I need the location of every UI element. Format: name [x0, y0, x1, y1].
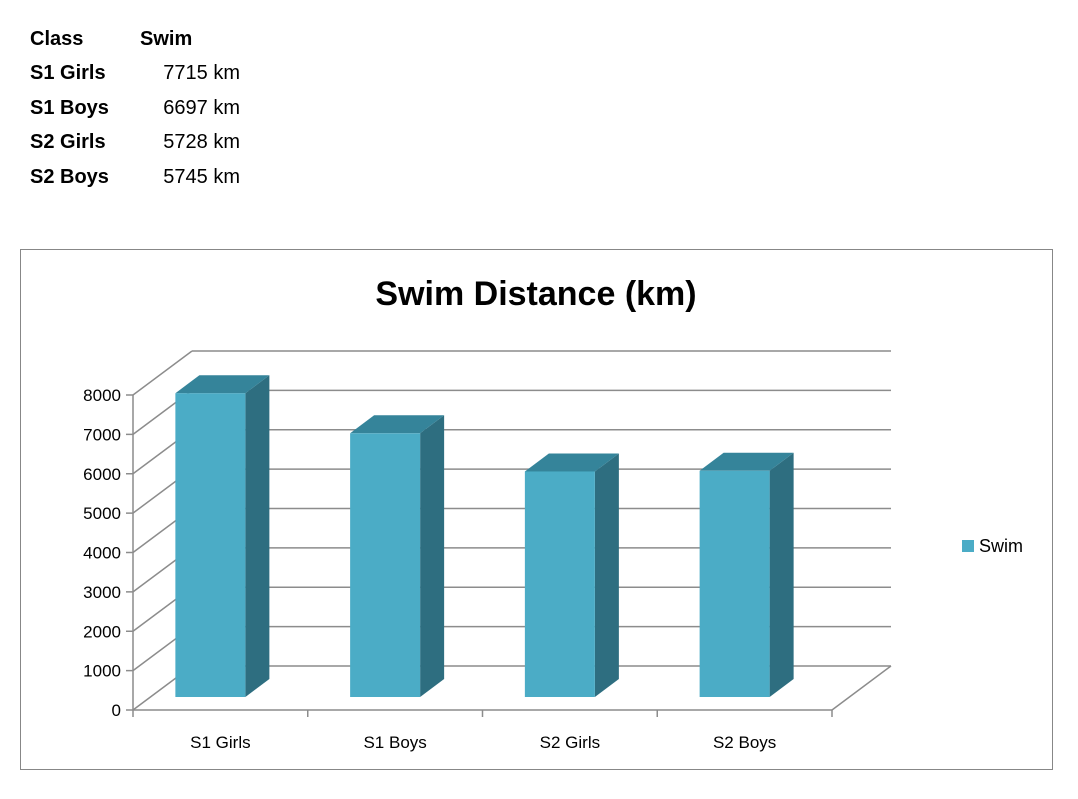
- bar: [699, 452, 794, 697]
- y-tick-label: 2000: [83, 622, 121, 641]
- bars: [175, 375, 794, 697]
- table-row: S1 Boys 6697 km: [30, 91, 240, 126]
- bar-side: [245, 375, 270, 697]
- floor-edge: [831, 665, 892, 711]
- bar-top: [699, 452, 794, 471]
- data-table: Class Swim S1 Girls 7715 km S1 Boys 6697…: [30, 22, 240, 195]
- table-cell-label: S1 Boys: [30, 96, 109, 119]
- table-cell-value: 5728 km: [163, 131, 240, 154]
- bar-front: [699, 470, 770, 697]
- y-tick-label: 6000: [83, 465, 121, 484]
- chart-title: Swim Distance (km): [375, 275, 696, 313]
- y-tick-label: 0: [112, 701, 121, 720]
- bar: [524, 453, 619, 697]
- bar-side: [594, 453, 619, 697]
- table-header-class: Class: [30, 27, 84, 50]
- table-cell-value: 7715 km: [163, 62, 240, 85]
- legend-label-swim: Swim: [979, 536, 1023, 556]
- x-tick-label: S1 Girls: [190, 733, 250, 752]
- x-tick-label: S2 Girls: [540, 733, 600, 752]
- bar-top: [175, 375, 270, 394]
- legend: Swim: [962, 536, 1023, 556]
- bar-side: [420, 415, 445, 697]
- axes: [126, 394, 833, 717]
- axis-labels: 0 1000 2000 3000 4000 5000 6000 7000 8000 S1 Girl…: [83, 386, 776, 752]
- gridline-diagonal: [132, 350, 193, 396]
- y-tick-label: 7000: [83, 425, 121, 444]
- chart-frame: Swim Distance (km) 0 1000 2000 3000 4000 5000…: [20, 249, 1053, 770]
- table-cell-label: S1 Girls: [30, 62, 106, 85]
- x-tick-label: S1 Boys: [363, 733, 426, 752]
- x-tick-label: S2 Boys: [713, 733, 776, 752]
- table-cell-label: S2 Boys: [30, 165, 109, 188]
- y-tick-label: 1000: [83, 662, 121, 681]
- y-tick-label: 8000: [83, 386, 121, 405]
- y-tick-label: 3000: [83, 583, 121, 602]
- bar: [175, 375, 270, 697]
- bar-top: [350, 415, 445, 434]
- bar: [350, 415, 445, 697]
- table-header-row: Class Swim: [30, 22, 240, 57]
- legend-swatch: [962, 540, 974, 552]
- bar-front: [350, 433, 421, 697]
- chart-svg: Swim Distance (km) 0 1000 2000 3000 4000 5000…: [83, 275, 1023, 752]
- table-header-swim: Swim: [140, 27, 193, 50]
- table-cell-value: 5745 km: [163, 165, 240, 188]
- y-tick-label: 5000: [83, 504, 121, 523]
- table-cell-value: 6697 km: [163, 96, 240, 119]
- bar-top: [524, 453, 619, 472]
- table-cell-label: S2 Girls: [30, 131, 106, 154]
- bar-front: [175, 393, 246, 697]
- bar-front: [524, 471, 595, 697]
- y-tick-label: 4000: [83, 544, 121, 563]
- bar-side: [769, 452, 794, 697]
- table-row: S1 Girls 7715 km: [30, 57, 240, 92]
- table-row: S2 Boys 5745 km: [30, 160, 240, 195]
- table-row: S2 Girls 5728 km: [30, 126, 240, 161]
